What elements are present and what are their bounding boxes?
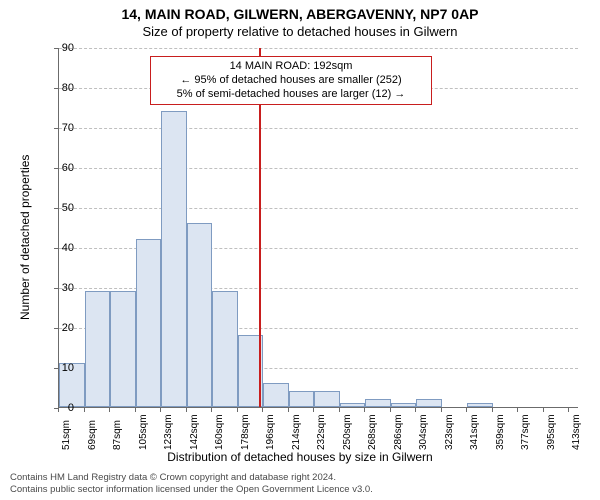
histogram-bar [340,403,366,407]
x-tick-label: 232sqm [316,414,327,450]
x-tick-mark [390,408,391,412]
x-tick-label: 304sqm [418,414,429,450]
x-tick-label: 413sqm [571,414,582,450]
x-tick-label: 250sqm [342,414,353,450]
annotation-line: 14 MAIN ROAD: 192sqm [157,60,425,74]
x-tick-mark [262,408,263,412]
y-tick-mark [54,328,58,329]
x-tick-mark [58,408,59,412]
x-tick-mark [313,408,314,412]
histogram-bar [314,391,340,407]
y-tick-label: 30 [46,282,74,294]
grid-line [59,48,578,49]
x-tick-mark [339,408,340,412]
y-tick-mark [54,368,58,369]
chart-subtitle: Size of property relative to detached ho… [0,24,600,39]
x-tick-label: 69sqm [87,420,98,450]
y-tick-label: 20 [46,322,74,334]
annotation-line: 5% of semi-detached houses are larger (1… [157,88,425,102]
x-tick-mark [441,408,442,412]
y-axis-label: Number of detached properties [18,155,32,320]
y-tick-mark [54,208,58,209]
y-tick-mark [54,88,58,89]
y-tick-label: 10 [46,362,74,374]
histogram-bar [187,223,213,407]
x-tick-mark [364,408,365,412]
x-tick-label: 286sqm [393,414,404,450]
x-tick-label: 123sqm [163,414,174,450]
x-tick-label: 359sqm [495,414,506,450]
histogram-bar [212,291,238,407]
x-tick-mark [109,408,110,412]
y-tick-label: 90 [46,42,74,54]
x-tick-mark [568,408,569,412]
y-tick-label: 50 [46,202,74,214]
y-tick-label: 80 [46,82,74,94]
footer-text: Contains HM Land Registry data © Crown c… [10,472,373,496]
grid-line [59,168,578,169]
grid-line [59,208,578,209]
x-tick-mark [543,408,544,412]
x-tick-label: 214sqm [291,414,302,450]
histogram-bar [136,239,162,407]
x-tick-mark [237,408,238,412]
x-tick-label: 160sqm [214,414,225,450]
x-tick-label: 268sqm [367,414,378,450]
annotation-box: 14 MAIN ROAD: 192sqm← 95% of detached ho… [150,56,432,105]
footer-line-2: Contains public sector information licen… [10,484,373,496]
y-tick-label: 40 [46,242,74,254]
x-tick-label: 341sqm [469,414,480,450]
chart-title: 14, MAIN ROAD, GILWERN, ABERGAVENNY, NP7… [0,6,600,22]
x-tick-label: 323sqm [444,414,455,450]
chart-container: { "title": "14, MAIN ROAD, GILWERN, ABER… [0,0,600,500]
y-tick-mark [54,128,58,129]
y-tick-label: 0 [46,402,74,414]
x-tick-mark [466,408,467,412]
y-tick-mark [54,248,58,249]
histogram-bar [263,383,289,407]
x-tick-label: 105sqm [138,414,149,450]
histogram-bar [391,403,417,407]
x-tick-mark [160,408,161,412]
y-tick-mark [54,288,58,289]
y-tick-mark [54,168,58,169]
x-tick-label: 377sqm [520,414,531,450]
x-tick-mark [84,408,85,412]
y-tick-mark [54,48,58,49]
x-tick-mark [288,408,289,412]
x-tick-mark [492,408,493,412]
x-tick-label: 395sqm [546,414,557,450]
histogram-bar [467,403,493,407]
x-tick-mark [517,408,518,412]
y-tick-label: 60 [46,162,74,174]
grid-line [59,128,578,129]
x-tick-label: 142sqm [189,414,200,450]
annotation-line: ← 95% of detached houses are smaller (25… [157,74,425,88]
x-tick-label: 196sqm [265,414,276,450]
x-tick-label: 51sqm [61,420,72,450]
x-axis-label: Distribution of detached houses by size … [0,450,600,464]
histogram-bar [85,291,111,407]
histogram-bar [365,399,391,407]
footer-line-1: Contains HM Land Registry data © Crown c… [10,472,373,484]
y-tick-label: 70 [46,122,74,134]
x-tick-mark [186,408,187,412]
x-tick-label: 87sqm [112,420,123,450]
histogram-bar [161,111,187,407]
x-tick-label: 178sqm [240,414,251,450]
x-tick-mark [211,408,212,412]
histogram-bar [416,399,442,407]
x-tick-mark [135,408,136,412]
x-tick-mark [415,408,416,412]
histogram-bar [289,391,315,407]
histogram-bar [110,291,136,407]
